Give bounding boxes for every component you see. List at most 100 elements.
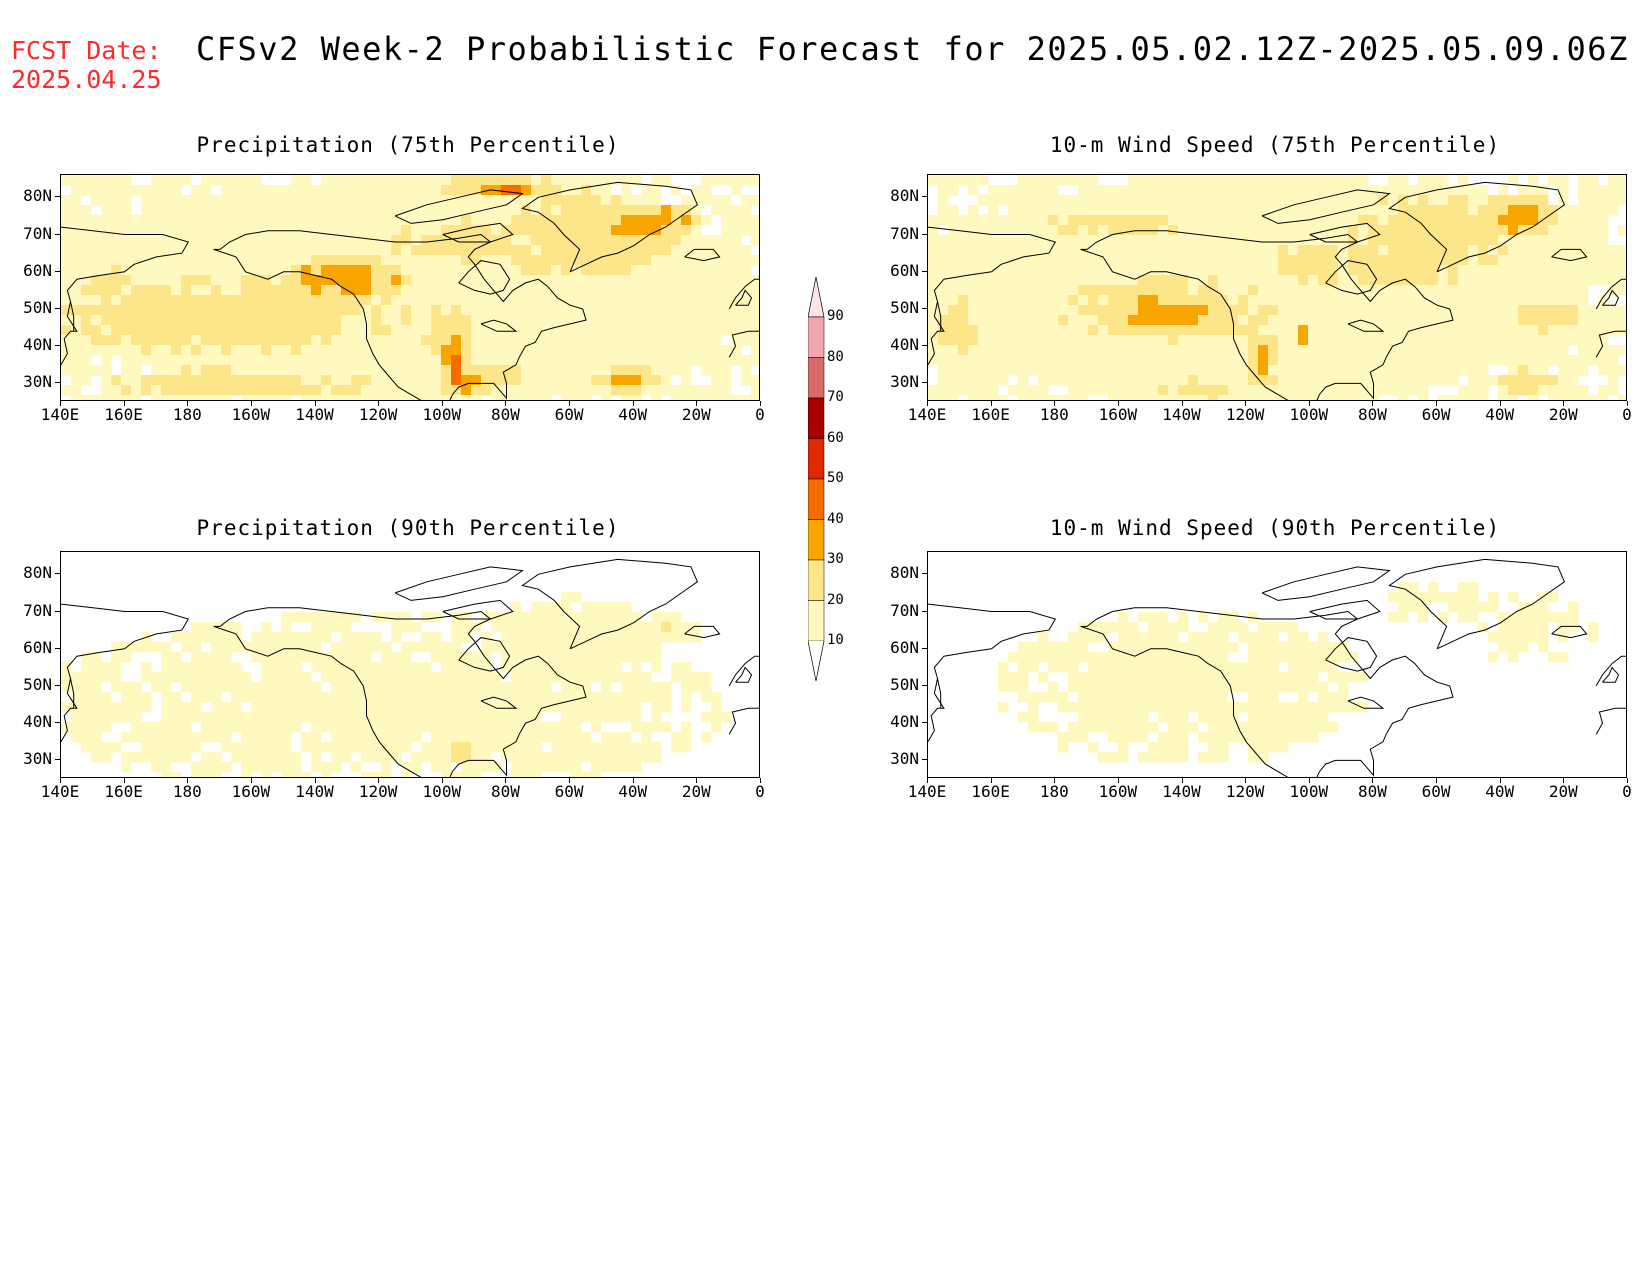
lon-label: 0 <box>755 405 765 424</box>
lat-tick <box>922 382 927 384</box>
colorbar-svg <box>807 276 825 682</box>
forecast-date-label: FCST Date: <box>11 36 162 65</box>
lon-label: 20W <box>681 782 711 801</box>
lat-tick <box>55 233 60 235</box>
lon-tick <box>187 778 189 783</box>
lon-tick <box>696 401 698 406</box>
lon-label: 80W <box>1358 782 1387 801</box>
lat-tick <box>922 722 927 724</box>
colorbar-segment <box>807 600 825 642</box>
lon-tick <box>1627 778 1628 783</box>
colorbar-label: 50 <box>827 470 844 486</box>
lon-label: 100W <box>1289 405 1329 424</box>
lat-label: 30N <box>890 749 919 769</box>
lon-tick <box>1627 401 1628 406</box>
lon-tick <box>1372 778 1374 783</box>
lon-tick <box>505 778 507 783</box>
lon-label: 160E <box>971 782 1010 801</box>
lon-tick <box>760 778 761 783</box>
lon-tick <box>1563 778 1565 783</box>
lat-tick <box>55 382 60 384</box>
map-canvas <box>928 175 1626 400</box>
panel-title-wind-75: 10-m Wind Speed (75th Percentile) <box>1049 133 1501 157</box>
lon-tick <box>1117 778 1119 783</box>
panel-title-precip-75: Precipitation (75th Percentile) <box>196 133 620 157</box>
lat-tick <box>55 573 60 575</box>
lon-label: 60W <box>1421 405 1451 424</box>
lon-tick <box>1499 401 1501 406</box>
lon-label: 160W <box>1098 405 1138 424</box>
colorbar-top-arrow <box>807 276 825 318</box>
lon-label: 100W <box>422 782 462 801</box>
lon-label: 80W <box>491 782 520 801</box>
coastlines <box>928 181 1626 400</box>
lon-tick <box>441 778 443 783</box>
lat-tick <box>922 610 927 612</box>
colorbar-segment <box>807 357 825 399</box>
lon-tick <box>1563 401 1565 406</box>
lon-tick <box>1308 401 1310 406</box>
lon-label: 80W <box>491 405 520 424</box>
colorbar-segment <box>807 519 825 561</box>
panel-title-precip-90: Precipitation (90th Percentile) <box>196 516 620 540</box>
coastlines <box>61 558 759 777</box>
coastlines <box>61 181 759 400</box>
colorbar <box>807 275 888 685</box>
lon-tick <box>60 401 61 406</box>
lon-label: 120W <box>358 405 398 424</box>
lon-tick <box>990 778 992 783</box>
map-canvas <box>61 558 759 777</box>
lat-tick <box>922 573 927 575</box>
lon-tick <box>250 401 252 406</box>
lat-tick <box>922 647 927 649</box>
colorbar-bottom-arrow <box>807 640 825 682</box>
panel-title-wind-90: 10-m Wind Speed (90th Percentile) <box>1049 516 1501 540</box>
lon-label: 0 <box>1622 782 1632 801</box>
lon-tick <box>505 401 507 406</box>
lat-label: 40N <box>23 712 52 732</box>
lon-tick <box>1372 401 1374 406</box>
coastlines <box>928 558 1626 777</box>
lat-label: 40N <box>890 335 919 355</box>
lat-tick <box>55 684 60 686</box>
forecast-date-block: FCST Date: 2025.04.25 <box>11 36 162 94</box>
probability-field <box>61 592 732 777</box>
lon-label: 0 <box>1622 405 1632 424</box>
lon-tick <box>378 401 380 406</box>
lat-tick <box>922 759 927 761</box>
map-panel-precip-75 <box>60 174 760 401</box>
lat-tick <box>55 307 60 309</box>
map-canvas <box>61 175 759 400</box>
colorbar-segment <box>807 559 825 601</box>
colorbar-label: 30 <box>827 551 844 567</box>
colorbar-label: 60 <box>827 429 844 446</box>
lon-tick <box>1308 778 1310 783</box>
lon-tick <box>1245 778 1247 783</box>
lon-tick <box>250 778 252 783</box>
lon-tick <box>1054 401 1056 406</box>
lon-label: 140W <box>1162 782 1201 801</box>
lon-label: 60W <box>554 405 584 424</box>
colorbar-label: 10 <box>827 632 844 648</box>
lon-tick <box>632 778 634 783</box>
lon-label: 0 <box>755 782 765 801</box>
colorbar-segment <box>807 316 825 358</box>
lat-tick <box>55 270 60 272</box>
probability-field <box>61 175 759 400</box>
lat-label: 70N <box>890 223 919 243</box>
lon-label: 180 <box>172 782 202 801</box>
lat-label: 70N <box>23 223 52 243</box>
lon-tick <box>569 401 571 406</box>
lat-label: 60N <box>23 637 52 657</box>
lat-label: 50N <box>23 674 52 694</box>
lat-label: 50N <box>890 674 919 694</box>
map-canvas <box>928 558 1626 777</box>
lon-label: 20W <box>681 405 711 424</box>
lat-tick <box>922 307 927 309</box>
lon-tick <box>1181 778 1183 783</box>
lat-label: 60N <box>23 260 52 280</box>
lon-tick <box>123 778 125 783</box>
lon-label: 140E <box>40 405 80 424</box>
lat-tick <box>55 759 60 761</box>
lat-label: 50N <box>23 297 52 317</box>
